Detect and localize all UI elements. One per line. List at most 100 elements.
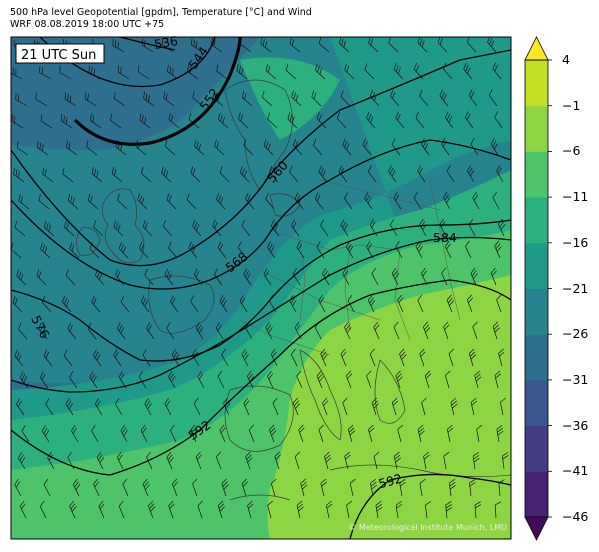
- wind-barb: [192, 91, 204, 107]
- wind-barb: [476, 424, 483, 443]
- wind-barb: [368, 424, 375, 443]
- wind-barb: [113, 220, 124, 237]
- contour-584: [11, 236, 511, 393]
- wind-barb: [90, 113, 102, 129]
- wind-barb: [368, 37, 379, 53]
- wind-barb: [84, 92, 97, 107]
- wind-barb: [316, 370, 324, 389]
- colorbar-tick-label: 4: [562, 52, 570, 67]
- contour-576: [11, 219, 511, 362]
- wind-barb: [292, 397, 301, 416]
- wind-barb: [170, 295, 179, 313]
- wind-barb: [296, 241, 305, 259]
- wind-barb: [241, 90, 253, 107]
- wind-barb: [38, 194, 50, 210]
- wind-barb: [324, 451, 332, 470]
- wind-barb: [18, 194, 30, 210]
- wind-barb: [345, 370, 353, 389]
- wind-barb: [164, 139, 176, 156]
- wind-barb: [338, 37, 350, 53]
- wind-barb: [419, 348, 426, 367]
- colorbar-segment: [525, 379, 548, 427]
- wind-barb: [340, 348, 347, 367]
- wind-barb: [166, 322, 175, 340]
- wind-barb: [138, 241, 149, 259]
- wind-barb: [422, 321, 431, 340]
- wind-barb: [367, 294, 376, 313]
- wind-barb: [444, 240, 452, 259]
- wind-barb: [496, 424, 504, 443]
- colorbar-tick-label: −41: [562, 463, 589, 479]
- wind-barb: [237, 241, 247, 259]
- wind-barb: [217, 370, 225, 389]
- wind-barb: [270, 478, 277, 497]
- wind-barb: [117, 193, 128, 210]
- wind-barb: [93, 478, 100, 497]
- wind-barb: [388, 165, 397, 183]
- wind-barb: [472, 451, 480, 470]
- wind-barb: [469, 479, 476, 497]
- map-frame: [10, 36, 512, 540]
- map-subtitle: WRF 08.08.2019 18:00 UTC +75: [10, 19, 165, 30]
- wind-barb: [391, 267, 400, 286]
- wind-barb: [219, 295, 228, 313]
- wind-barb: [11, 67, 23, 80]
- wind-barb: [14, 478, 22, 497]
- wind-barb: [399, 478, 406, 497]
- wind-barb: [265, 64, 277, 80]
- wind-barb: [267, 241, 276, 259]
- wind-barb: [269, 424, 277, 443]
- colorbar-tick-label: −1: [562, 97, 581, 113]
- wind-barb: [413, 63, 424, 80]
- time-label-box: [15, 43, 105, 64]
- wind-barb: [318, 424, 324, 443]
- wind-barb: [166, 193, 177, 210]
- wind-barb: [444, 370, 451, 389]
- wind-barb: [122, 478, 129, 497]
- wind-barb: [421, 397, 427, 416]
- wind-barb: [367, 165, 377, 183]
- wind-barb: [71, 424, 79, 443]
- wind-barb: [287, 112, 298, 129]
- wind-barb: [446, 165, 455, 183]
- wind-barb: [417, 37, 428, 53]
- wind-barb: [395, 370, 403, 389]
- wind-barb: [265, 321, 273, 340]
- wind-barb: [320, 348, 328, 367]
- wind-barb: [289, 165, 299, 183]
- wind-barb: [14, 221, 26, 237]
- wind-barb: [388, 37, 399, 53]
- wind-barb: [417, 294, 424, 313]
- wind-barb: [221, 348, 229, 367]
- wind-barb: [38, 322, 48, 340]
- wind-barb: [69, 242, 80, 259]
- wind-barb: [64, 220, 75, 237]
- wind-barb: [292, 139, 303, 156]
- wind-barb: [59, 65, 72, 80]
- colorbar-segment: [525, 425, 548, 472]
- wind-barb: [39, 371, 49, 389]
- wind-barb: [98, 500, 105, 519]
- wind-barb: [245, 451, 253, 470]
- wind-barb: [364, 192, 373, 210]
- wind-barb: [472, 191, 480, 210]
- wind-barb: [195, 451, 202, 470]
- wind-barb: [336, 112, 347, 129]
- wind-barb: [110, 113, 122, 129]
- wind-barb: [490, 267, 497, 286]
- wind-barb: [164, 268, 174, 286]
- wind-barb: [142, 478, 150, 497]
- wind-barb: [492, 191, 500, 210]
- wind-barb: [117, 65, 130, 80]
- wind-barb: [311, 90, 322, 107]
- wind-barb: [60, 114, 73, 129]
- wind-barb: [137, 193, 148, 210]
- wind-barb: [291, 348, 298, 367]
- wind-barb: [67, 322, 77, 340]
- wind-barb: [168, 241, 178, 259]
- wind-barb: [393, 192, 402, 210]
- wind-barb: [43, 220, 55, 237]
- wind-barb: [118, 242, 129, 259]
- coastlines: [76, 79, 511, 501]
- wind-barb: [248, 424, 255, 443]
